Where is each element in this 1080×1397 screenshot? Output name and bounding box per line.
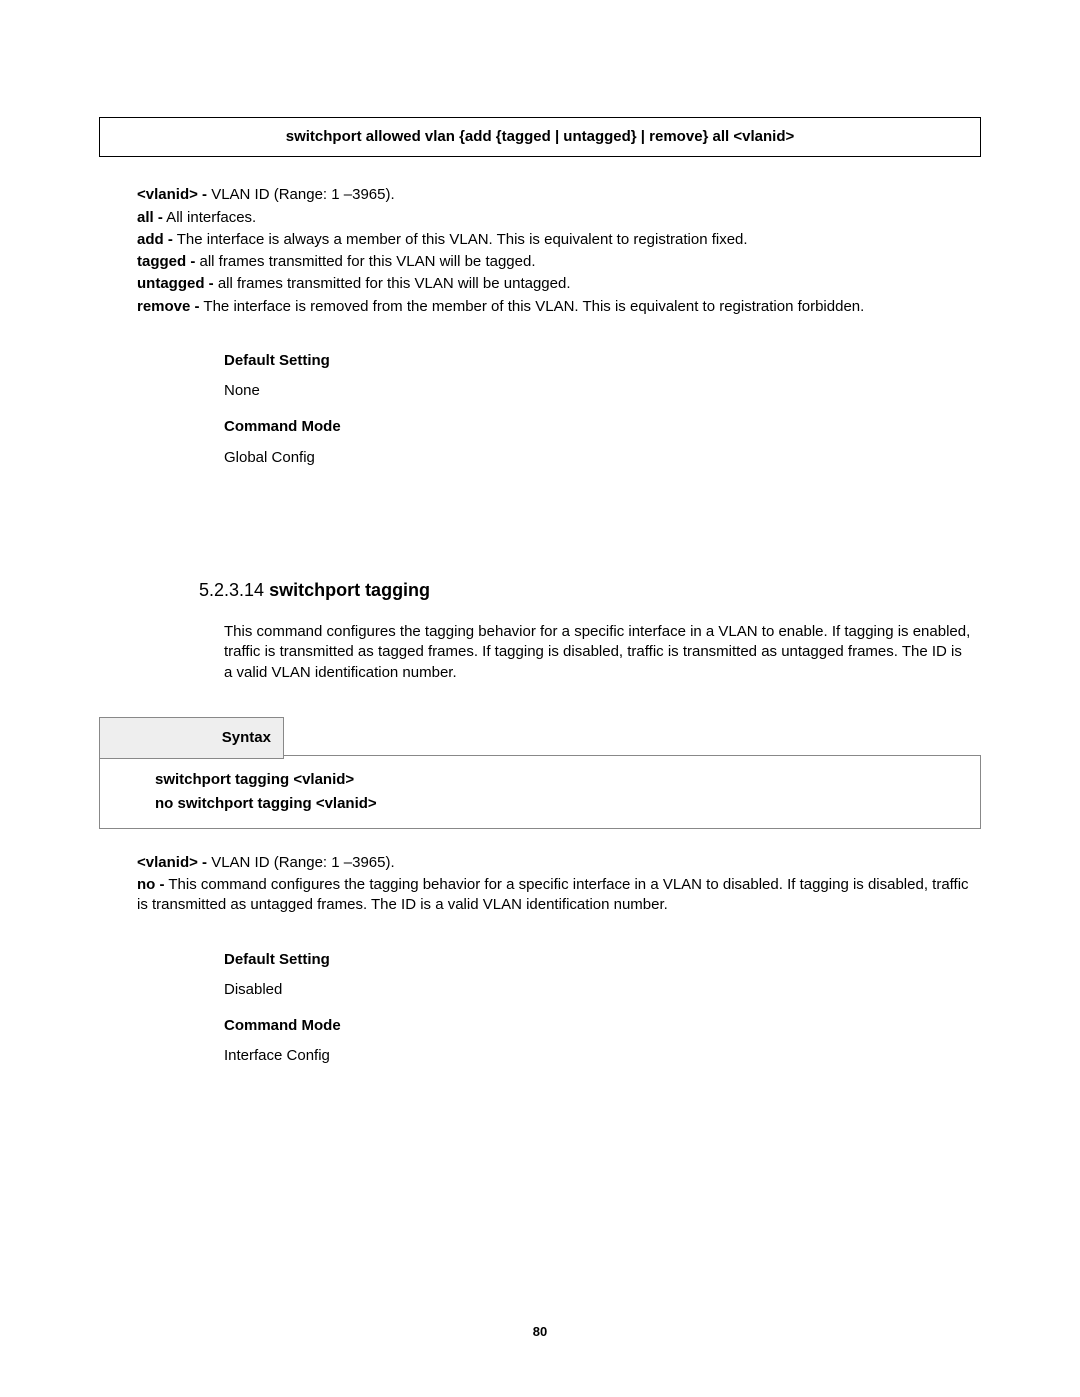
command-mode-label-1: Command Mode <box>224 417 981 437</box>
command-mode-value-1: Global Config <box>224 448 981 468</box>
command-mode-label-2: Command Mode <box>224 1016 981 1036</box>
command-syntax-1: switchport allowed vlan {add {tagged | u… <box>286 128 795 145</box>
section-title: switchport tagging <box>269 580 430 600</box>
syntax-label: Syntax <box>99 717 284 759</box>
syntax-body: switchport tagging <vlanid> no switchpor… <box>99 755 981 830</box>
info-block-2: Default Setting Disabled Command Mode In… <box>224 950 981 1067</box>
page-content: switchport allowed vlan {add {tagged | u… <box>0 0 1080 1123</box>
default-setting-value-1: None <box>224 381 981 401</box>
param-add: add - The interface is always a member o… <box>137 230 981 250</box>
param-untagged: untagged - all frames transmitted for th… <box>137 274 981 294</box>
section-number: 5.2.3.14 <box>199 580 269 600</box>
param-vlanid: <vlanid> - VLAN ID (Range: 1 –3965). <box>137 185 981 205</box>
param2-no: no - This command configures the tagging… <box>137 875 981 916</box>
param-block-2: <vlanid> - VLAN ID (Range: 1 –3965). no … <box>137 853 981 916</box>
default-setting-value-2: Disabled <box>224 980 981 1000</box>
page-number: 80 <box>0 1323 1080 1341</box>
syntax-line-2: no switchport tagging <vlanid> <box>155 794 970 814</box>
default-setting-label-2: Default Setting <box>224 950 981 970</box>
section-description: This command configures the tagging beha… <box>224 622 971 683</box>
syntax-line-1: switchport tagging <vlanid> <box>155 770 970 790</box>
syntax-container: Syntax switchport tagging <vlanid> no sw… <box>99 717 981 827</box>
info-block-1: Default Setting None Command Mode Global… <box>224 351 981 468</box>
default-setting-label-1: Default Setting <box>224 351 981 371</box>
param-remove: remove - The interface is removed from t… <box>137 297 981 317</box>
command-syntax-box-1: switchport allowed vlan {add {tagged | u… <box>99 117 981 157</box>
section-heading: 5.2.3.14 switchport tagging <box>199 578 981 602</box>
param-block-1: <vlanid> - VLAN ID (Range: 1 –3965). all… <box>137 185 981 317</box>
param2-vlanid: <vlanid> - VLAN ID (Range: 1 –3965). <box>137 853 981 873</box>
param-all: all - All interfaces. <box>137 208 981 228</box>
command-mode-value-2: Interface Config <box>224 1046 981 1066</box>
param-tagged: tagged - all frames transmitted for this… <box>137 252 981 272</box>
